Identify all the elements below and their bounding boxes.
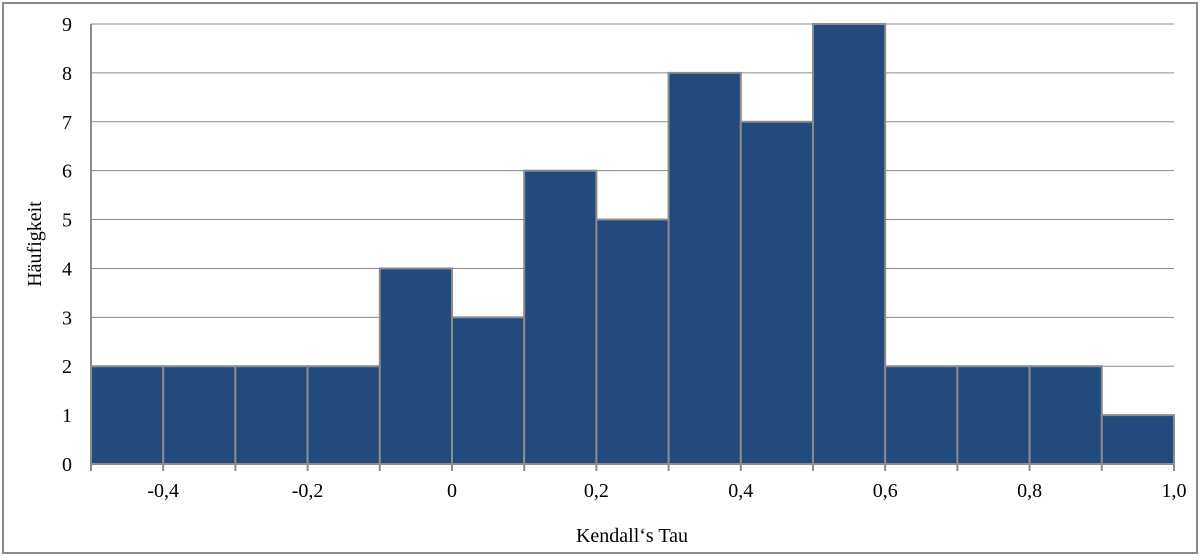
- x-tick-label-0: -0,4: [147, 480, 179, 502]
- y-tick-label-6: 6: [62, 161, 72, 183]
- x-axis-title: Kendall‘s Tau: [576, 525, 688, 547]
- y-tick-label-7: 7: [62, 112, 72, 134]
- x-tick-label-2: 0: [447, 480, 457, 502]
- histogram-bar-0: [90, 365, 165, 466]
- histogram-bar-12: [956, 365, 1031, 466]
- histogram-bar-1: [162, 365, 237, 466]
- histogram-bar-8: [667, 71, 742, 465]
- y-axis-title: Häufigkeit: [24, 201, 46, 287]
- y-tick-label-8: 8: [62, 63, 72, 85]
- x-tick-label-6: 0,8: [1017, 480, 1042, 502]
- axes: [90, 24, 1175, 471]
- y-tick-label-1: 1: [62, 405, 72, 427]
- y-tick-label-3: 3: [62, 307, 72, 329]
- x-tick-label-1: -0,2: [292, 480, 324, 502]
- histogram-bar-6: [523, 169, 598, 466]
- bars: [90, 23, 1176, 466]
- histogram-bar-3: [306, 365, 381, 466]
- y-tick-label-0: 0: [62, 454, 72, 476]
- y-tick-labels: 0 1 2 3 4 5 6 7 8 9: [62, 14, 72, 476]
- histogram-bar-7: [595, 218, 670, 465]
- x-tick-label-3: 0,2: [584, 480, 609, 502]
- y-tick-label-9: 9: [62, 14, 72, 36]
- y-tick-label-4: 4: [62, 258, 72, 280]
- x-tick-label-4: 0,4: [728, 480, 753, 502]
- y-tick-label-2: 2: [62, 356, 72, 378]
- histogram-bar-13: [1028, 365, 1103, 466]
- x-tick-labels: -0,4 -0,2 0 0,2 0,4 0,6 0,8 1,0: [147, 480, 1186, 502]
- x-tick-label-5: 0,6: [873, 480, 898, 502]
- histogram-bar-9: [739, 120, 814, 466]
- y-tick-label-5: 5: [62, 210, 72, 232]
- histogram-bar-4: [378, 267, 453, 466]
- histogram-bar-5: [451, 316, 526, 466]
- histogram-bar-10: [812, 23, 887, 465]
- histogram-bar-14: [1100, 414, 1176, 466]
- histogram-bar-11: [884, 365, 959, 466]
- histogram-bar-2: [234, 365, 309, 466]
- x-tick-label-7: 1,0: [1162, 480, 1187, 502]
